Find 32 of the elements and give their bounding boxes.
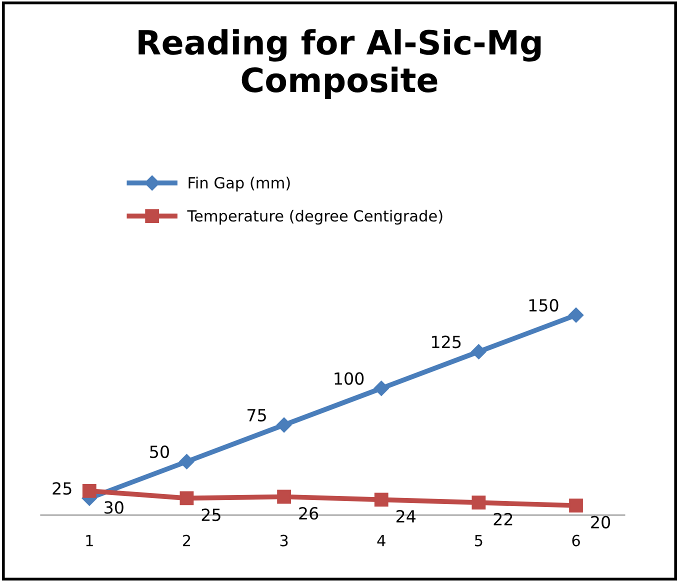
- point: [276, 417, 292, 433]
- x-tick-label: 2: [182, 534, 190, 546]
- data-label: 125: [432, 336, 461, 348]
- x-tick-label: 4: [377, 534, 386, 546]
- data-label: 22: [494, 512, 512, 526]
- data-label: 25: [52, 482, 72, 495]
- data-label: 100: [334, 372, 364, 385]
- data-label: 50: [150, 445, 169, 458]
- data-label: 75: [248, 409, 266, 422]
- data-label: 24: [396, 510, 416, 522]
- x-tick-label: 1: [86, 534, 93, 546]
- point: [569, 498, 583, 512]
- point: [472, 496, 486, 510]
- x-tick-label: 6: [572, 534, 580, 546]
- point: [374, 492, 388, 507]
- point: [277, 490, 291, 504]
- point: [568, 308, 584, 323]
- point: [82, 484, 96, 498]
- chart-title: Reading for Al-Sic-Mg Composite: [138, 29, 541, 99]
- point: [374, 380, 389, 396]
- point: [471, 344, 486, 360]
- x-tick-label: 5: [475, 534, 482, 546]
- legend-label: Fin Gap (mm): [188, 176, 290, 192]
- data-label: 20: [591, 516, 610, 528]
- data-label: 25: [202, 508, 220, 522]
- data-label: 30: [104, 501, 124, 514]
- point: [179, 454, 194, 470]
- x-tick-label: 3: [280, 534, 288, 546]
- legend-label: Temperature (degree Centigrade): [187, 210, 442, 225]
- data-label: 150: [529, 298, 558, 312]
- point: [180, 491, 194, 506]
- data-label: 26: [299, 507, 318, 520]
